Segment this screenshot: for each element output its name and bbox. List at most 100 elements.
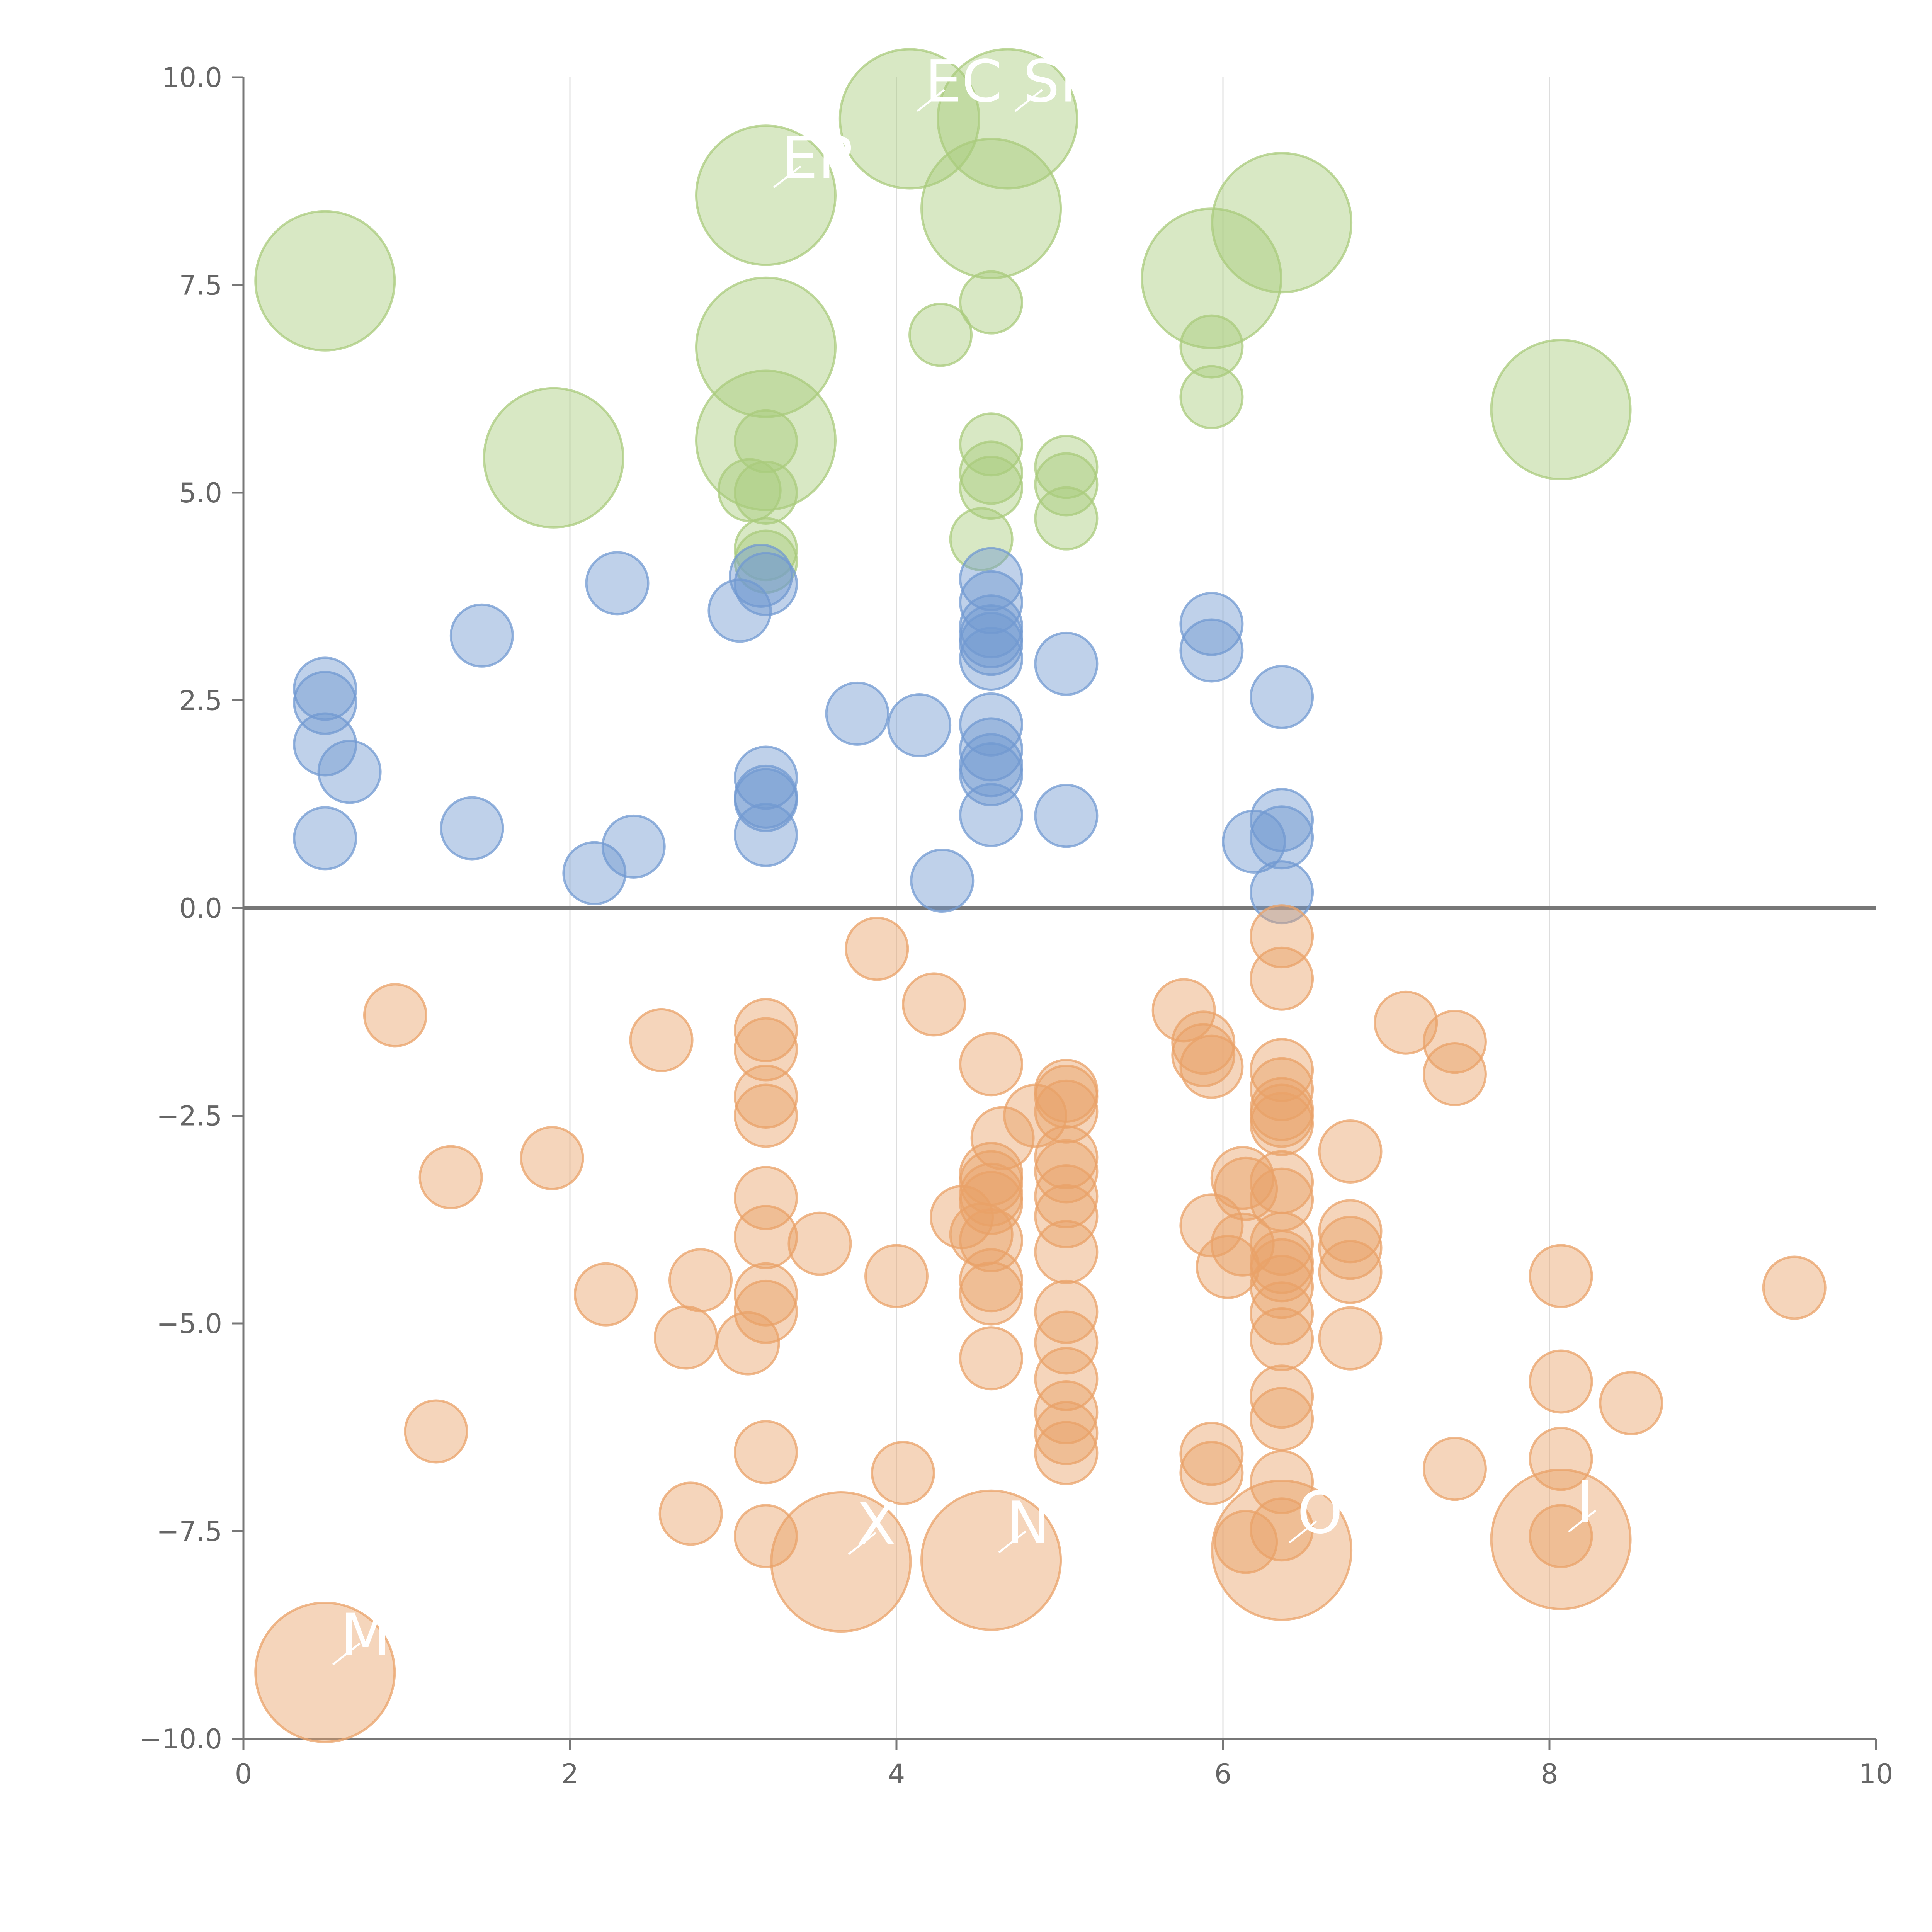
orange-point: [573, 1262, 638, 1327]
green-point-large: [1490, 339, 1632, 480]
bubble-label-6: I: [1577, 1469, 1594, 1536]
blue-point: [293, 656, 357, 721]
orange-point: [1318, 1240, 1383, 1304]
orange-point-large: [1490, 1469, 1632, 1610]
blue-point: [959, 547, 1024, 611]
orange-point: [734, 1205, 798, 1269]
green-point: [959, 440, 1024, 505]
green-point: [959, 270, 1024, 335]
green-point: [1179, 365, 1244, 429]
orange-point: [1318, 1306, 1383, 1371]
orange-point: [1034, 1421, 1099, 1485]
orange-point: [658, 1481, 723, 1546]
orange-point: [734, 1420, 798, 1485]
orange-point: [1250, 1364, 1314, 1429]
blue-point: [734, 803, 798, 867]
green-point: [949, 507, 1014, 571]
orange-point: [1250, 1281, 1314, 1346]
blue-point: [825, 681, 889, 746]
label-leader: [998, 1530, 1027, 1553]
orange-point: [1034, 1139, 1099, 1204]
orange-point: [716, 1311, 780, 1376]
label-leader: [917, 89, 945, 112]
orange-point: [1250, 1307, 1314, 1371]
orange-point: [734, 1279, 798, 1344]
label-leader: [1568, 1510, 1597, 1532]
blue-point: [959, 717, 1024, 782]
blue-point: [1179, 592, 1244, 656]
blue-point: [959, 627, 1024, 691]
orange-point: [1214, 1510, 1278, 1574]
orange-point: [1179, 1422, 1244, 1486]
bubble-label-4: N: [1007, 1490, 1050, 1557]
orange-point: [1034, 1310, 1099, 1375]
blue-point: [734, 552, 798, 616]
blue-point: [959, 742, 1024, 806]
green-point-large: [1211, 152, 1353, 294]
orange-point: [1034, 1380, 1099, 1445]
axes: 0 2 4 6 8 10 10.0 7.5 5.0 2.5 0.0 −2.5 −5.0 −7.5 −10.0: [139, 62, 1893, 1790]
green-point-large: [254, 210, 396, 352]
blue-point: [440, 796, 504, 861]
orange-point: [1250, 1387, 1314, 1451]
orange-point: [959, 1326, 1024, 1391]
orange-point: [404, 1399, 468, 1464]
blue-point: [1179, 618, 1244, 683]
orange-point: [959, 1248, 1024, 1313]
green-point: [1179, 314, 1244, 379]
blue-point: [959, 612, 1024, 676]
orange-point: [734, 1166, 798, 1230]
green-point-large: [937, 48, 1078, 190]
orange-point: [363, 983, 427, 1048]
x-tick-label-1: 2: [561, 1758, 579, 1790]
green-point: [959, 456, 1024, 520]
green-point-large: [483, 387, 624, 529]
blue-point: [707, 578, 772, 643]
orange-point: [1179, 1441, 1244, 1505]
blue-point: [1250, 665, 1314, 729]
blue-point: [910, 849, 975, 913]
orange-point: [1151, 978, 1216, 1043]
green-point-large: [695, 276, 837, 418]
orange-point: [1179, 1034, 1244, 1099]
orange-point: [1318, 1216, 1383, 1280]
bubble-labels: EC SF ER X N O I M: [332, 48, 1597, 1669]
bubble-label-5: O: [1297, 1480, 1343, 1547]
orange-point: [520, 1126, 584, 1190]
orange-point: [734, 1083, 798, 1148]
orange-point: [1529, 1349, 1593, 1414]
data-points: [254, 48, 1827, 1743]
bubble-label-0: EC: [925, 48, 1002, 116]
orange-point: [970, 1106, 1035, 1170]
blue-point: [601, 814, 666, 879]
orange-point-large: [920, 1489, 1062, 1631]
orange-point: [668, 1248, 733, 1313]
y-tick-label-4: 0.0: [179, 893, 222, 924]
orange-point: [1318, 1199, 1383, 1264]
orange-point: [864, 1244, 929, 1308]
orange-point: [959, 1171, 1024, 1235]
bubble-label-2: ER: [781, 124, 858, 192]
orange-point: [734, 1065, 798, 1129]
orange-point: [1599, 1371, 1663, 1435]
orange-point: [959, 1032, 1024, 1097]
blue-point: [959, 692, 1024, 757]
y-tick-label-3: 2.5: [179, 685, 222, 717]
blue-point: [1222, 810, 1286, 874]
blue-point: [562, 841, 627, 905]
y-tick-label-7: −7.5: [156, 1516, 222, 1548]
green-point: [1034, 435, 1099, 499]
x-tick-label-2: 4: [888, 1758, 905, 1790]
green-point-large: [695, 124, 837, 266]
orange-point-large: [1211, 1479, 1353, 1621]
label-leader: [1014, 89, 1043, 112]
orange-point: [902, 972, 966, 1037]
blue-point: [293, 712, 357, 777]
orange-point: [1529, 1244, 1593, 1308]
blue-point: [734, 745, 798, 810]
orange-point: [1250, 1038, 1314, 1102]
x-tick-label-5: 10: [1859, 1758, 1893, 1790]
bubble-label-1: SF: [1023, 48, 1093, 116]
blue-point: [1034, 784, 1099, 848]
